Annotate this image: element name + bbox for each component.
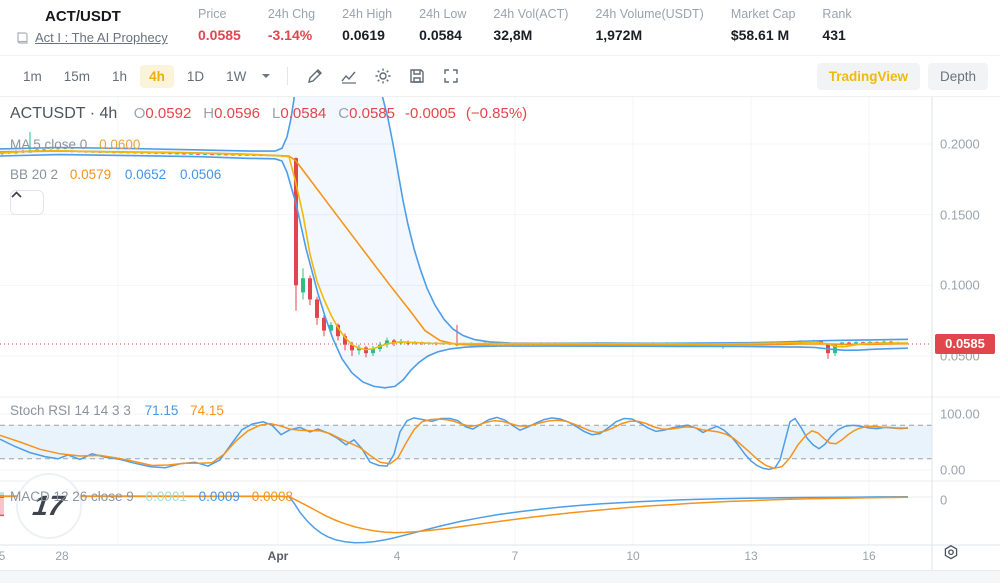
ma-name: MA 5 close 0	[10, 137, 88, 152]
toolbar-divider	[287, 67, 289, 85]
axis-tick: 0.2000	[940, 136, 980, 152]
coin-link[interactable]: Act I : The AI Prophecy	[16, 30, 168, 45]
macd-dea-value: 0.0008	[251, 489, 293, 504]
stat-market-cap: Market Cap $58.61 M	[730, 7, 796, 43]
fullscreen-icon[interactable]	[442, 67, 460, 85]
ticker-stats: Price 0.0585 24h Chg -3.14% 24h High 0.0619 24…	[198, 7, 852, 43]
stat-24h-high: 24h High 0.0619	[342, 7, 393, 43]
time-tick-16: 16	[862, 549, 876, 563]
time-tick-28: 28	[55, 549, 69, 563]
coin-name: Act I : The AI Prophecy	[35, 30, 168, 45]
axis-tick: 0.1500	[940, 207, 980, 223]
chart-area: ACTUSDT · 4h O0.0592 H0.0596 L0.0584 C0.058…	[0, 97, 1000, 570]
bb-upper-value: 0.0652	[124, 167, 167, 182]
time-tick-4: 4	[393, 549, 401, 563]
time-tick-5: 5	[0, 549, 6, 563]
bb-legend: BB 20 2 0.0579 0.0652 0.0506	[10, 167, 221, 182]
last-price-badge: 0.0585	[935, 333, 995, 354]
ma-value: 0.0600	[99, 137, 141, 152]
pair-title: ACT/USDT	[45, 8, 121, 25]
ohlc-legend: ACTUSDT · 4h O0.0592 H0.0596 L0.0584 C0.058…	[10, 105, 527, 123]
stat-24h-chg: 24h Chg -3.14%	[267, 7, 316, 43]
stat-price: Price 0.0585	[198, 7, 241, 43]
time-tick-13: 13	[744, 549, 758, 563]
stat-24h-low: 24h Low 0.0584	[419, 7, 467, 43]
gear-icon[interactable]	[374, 67, 392, 85]
timeframe-1w[interactable]: 1W	[226, 68, 247, 84]
macd-name: MACD 12 26 close 9	[10, 489, 134, 504]
chart-mode-group: TradingView Depth	[816, 62, 988, 90]
axis-tick: 100.00	[940, 406, 980, 422]
time-tick-apr: Apr	[267, 549, 289, 563]
caret-down-icon[interactable]	[261, 73, 271, 79]
save-icon[interactable]	[408, 67, 426, 85]
stat-24h-volume-usdt-: 24h Volume(USDT) 1,972M	[595, 7, 704, 43]
tradingview-tab[interactable]: TradingView	[816, 62, 920, 90]
timeframe-4h[interactable]: 4h	[140, 64, 174, 88]
macd-dif-value: 0.0009	[198, 489, 240, 504]
bb-mid-value: 0.0579	[69, 167, 112, 182]
line-chart-icon[interactable]	[340, 67, 358, 85]
timeframe-1h[interactable]: 1h	[112, 68, 128, 84]
ticker-header: ACT/USDT Act I : The AI Prophecy Price 0.…	[0, 0, 1000, 56]
stoch-d-value: 74.15	[190, 403, 224, 418]
chevron-up-icon	[11, 191, 22, 198]
stat-rank: Rank 431	[822, 7, 852, 43]
footer-strip	[0, 570, 1000, 583]
ma-legend: MA 5 close 0 0.0600	[10, 137, 140, 152]
book-icon	[17, 31, 28, 44]
axis-tick: 0	[940, 492, 948, 508]
time-tick-7: 7	[511, 549, 519, 563]
stoch-name: Stoch RSI 14 14 3 3	[10, 403, 131, 418]
macd-legend: MACD 12 26 close 9 0.0001 0.0009 0.0008	[10, 489, 293, 504]
depth-tab[interactable]: Depth	[927, 62, 988, 90]
bb-lower-value: 0.0506	[179, 167, 222, 182]
timeframe-1d[interactable]: 1D	[186, 68, 205, 84]
axis-tick: 0.1000	[940, 277, 980, 293]
time-tick-10: 10	[626, 549, 640, 563]
chart-canvas[interactable]	[0, 97, 1000, 570]
axis-tick: 0.00	[940, 462, 966, 478]
timeframe-group: 1m 15m 1h 4h 1D 1W	[14, 64, 259, 88]
timeframe-1m[interactable]: 1m	[23, 68, 42, 84]
symbol-label: ACTUSDT · 4h	[10, 105, 118, 122]
gear-hex-icon[interactable]	[942, 544, 964, 566]
stat-24h-vol-act-: 24h Vol(ACT) 32,8M	[493, 7, 569, 43]
timeframe-15m[interactable]: 15m	[63, 68, 91, 84]
watermark-logo: 17	[16, 473, 82, 539]
macd-hist-value: 0.0001	[145, 489, 187, 504]
stoch-k-value: 71.15	[144, 403, 179, 418]
bb-name: BB 20 2	[10, 167, 59, 182]
stoch-legend: Stoch RSI 14 14 3 3 71.15 74.15	[10, 403, 224, 418]
chart-toolbar: 1m 15m 1h 4h 1D 1W TradingView Depth	[0, 56, 1000, 97]
pencil-icon[interactable]	[306, 67, 324, 85]
ohlc-values: O0.0592 H0.0596 L0.0584 C0.0585 -0.0005 (−0.8…	[133, 105, 528, 122]
collapse-indicators-button[interactable]	[10, 190, 44, 215]
